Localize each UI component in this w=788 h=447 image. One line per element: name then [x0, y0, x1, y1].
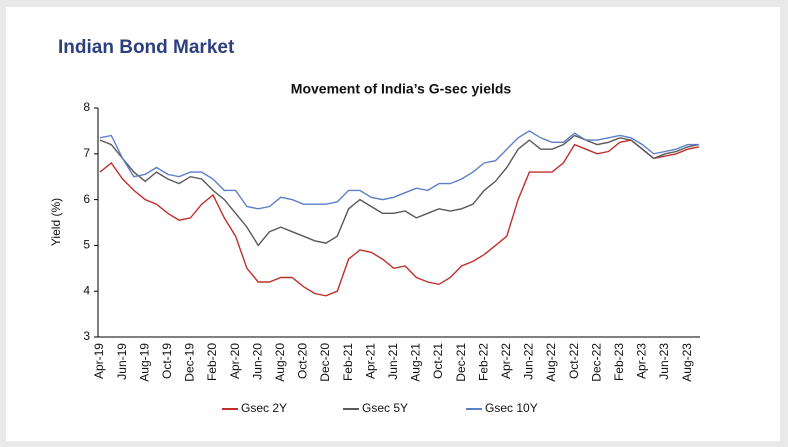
x-tick-label: Dec-19 [183, 343, 197, 382]
x-tick-label: Jun-21 [386, 343, 400, 380]
legend-label: Gsec 5Y [362, 401, 408, 415]
x-tick-label: Aug-20 [273, 343, 287, 382]
series-line [99, 139, 700, 297]
x-tick-label: Dec-22 [589, 343, 603, 382]
x-tick-label: Feb-23 [612, 343, 626, 381]
x-tick-label: Apr-23 [635, 343, 649, 379]
series-line [99, 134, 700, 247]
x-tick-label: Apr-21 [363, 343, 377, 379]
y-tick-label: 3 [83, 329, 90, 343]
x-tick-label: Oct-19 [160, 343, 174, 379]
x-tick-label: Dec-20 [318, 343, 332, 382]
y-tick-label: 4 [83, 283, 90, 297]
y-axis-label: Yield (%) [49, 198, 63, 246]
legend-label: Gsec 10Y [485, 401, 538, 415]
x-tick-label: Aug-19 [137, 343, 151, 382]
x-tick-label: Aug-21 [409, 343, 423, 382]
x-tick-label: Apr-19 [92, 343, 106, 379]
x-tick-label: Jun-19 [115, 343, 129, 380]
x-tick-label: Jun-20 [250, 343, 264, 380]
header-title: Indian Bond Market [58, 37, 235, 58]
y-tick-label: 5 [83, 238, 90, 252]
x-tick-label: Jun-23 [657, 343, 671, 380]
y-tick-label: 8 [83, 100, 90, 114]
x-tick-label: Aug-23 [680, 343, 694, 382]
y-tick-label: 6 [83, 192, 90, 206]
x-tick-label: Oct-22 [567, 343, 581, 379]
series-line [99, 130, 699, 210]
x-tick-label: Aug-22 [544, 343, 558, 382]
panel [6, 7, 780, 441]
x-tick-label: Oct-20 [296, 343, 310, 379]
x-tick-label: Apr-22 [499, 343, 513, 379]
legend-label: Gsec 2Y [241, 401, 287, 415]
x-tick-label: Oct-21 [431, 343, 445, 379]
x-tick-label: Feb-22 [476, 343, 490, 381]
x-tick-label: Feb-20 [205, 343, 219, 381]
x-tick-label: Jun-22 [522, 343, 536, 380]
x-tick-label: Dec-21 [454, 343, 468, 382]
x-tick-label: Apr-20 [228, 343, 242, 379]
chart-title: Movement of India’s G-sec yields [291, 81, 512, 97]
x-tick-label: Feb-21 [341, 343, 355, 381]
y-tick-label: 7 [83, 146, 90, 160]
